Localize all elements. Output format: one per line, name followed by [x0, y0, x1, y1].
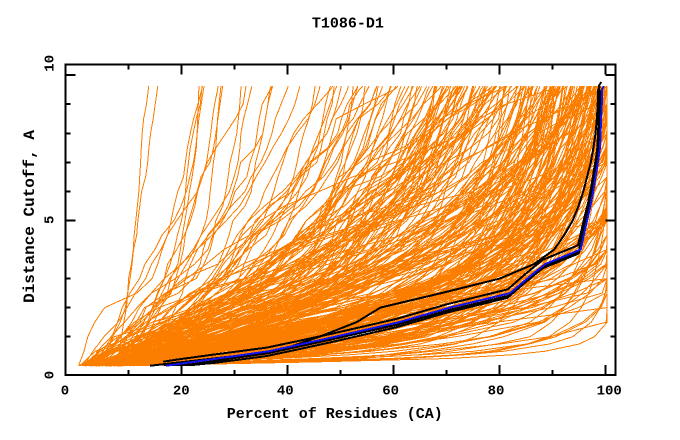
- svg-text:Percent of Residues (CA): Percent of Residues (CA): [227, 406, 443, 423]
- svg-text:Distance Cutoff, A: Distance Cutoff, A: [21, 130, 39, 303]
- svg-text:T1086-D1: T1086-D1: [312, 16, 384, 33]
- svg-text:100: 100: [597, 384, 622, 400]
- svg-text:80: 80: [488, 384, 505, 400]
- svg-text:20: 20: [173, 384, 190, 400]
- svg-text:0: 0: [61, 384, 69, 400]
- svg-text:40: 40: [277, 384, 294, 400]
- svg-text:60: 60: [382, 384, 399, 400]
- svg-text:5: 5: [43, 216, 59, 224]
- svg-text:10: 10: [43, 55, 59, 72]
- svg-text:0: 0: [43, 371, 59, 379]
